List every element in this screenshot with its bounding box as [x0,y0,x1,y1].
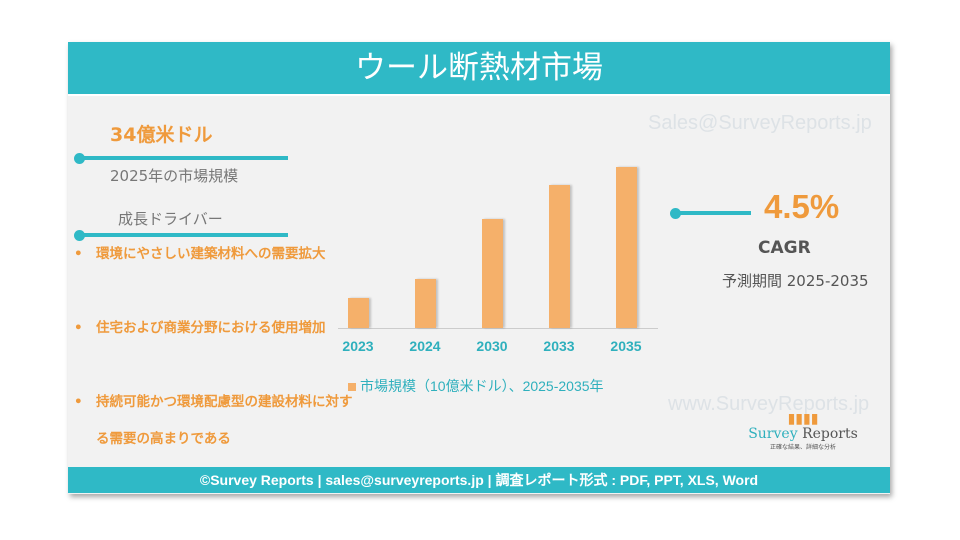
bar-logo-icon: ▮▮▮▮ [787,411,819,427]
watermark-url: www.SurveyReports.jp [668,393,870,415]
x-tick-label: 2023 [342,338,374,354]
divider-line [78,156,288,160]
forecast-period: 予測期間 2025-2035 [722,272,869,290]
market-size-label: 2025年の市場規模 [110,167,239,185]
chart-legend: 市場規模（10億米ドル）、2025-2035年 [348,376,604,396]
driver-item: • 環境にやさしい建築材料への需要拡大 [74,246,326,262]
cagr-label: CAGR [758,238,811,258]
bar-2024 [415,279,436,328]
bar-2030 [482,218,503,328]
bar-2035 [616,167,637,328]
cagr-value: 4.5% [764,188,840,225]
bar-2023 [348,297,369,328]
line-dot [670,208,681,219]
x-tick-label: 2033 [543,338,575,354]
page-title: ウール断熱材市場 [68,42,890,96]
survey-reports-logo: ▮▮▮▮ Survey Reports 正確な結果、詳細な分析 [748,411,858,451]
x-axis [338,328,658,329]
x-tick-label: 2024 [409,338,441,354]
market-size-value: 34億米ドル [110,124,213,146]
bar-2033 [549,185,570,328]
legend-swatch [348,383,356,391]
watermark-email: Sales@SurveyReports.jp [648,112,872,134]
footer: ©Survey Reports | sales@surveyreports.jp… [68,467,890,493]
divider-line [78,233,288,237]
driver-item: • 持続可能かつ環境配慮型の建設材料に対する需要の高まりである [74,394,353,447]
drivers-heading: 成長ドライバー [118,210,223,228]
divider-line [676,211,751,215]
bar-chart: 2023 2024 2030 2033 2035 [338,142,658,402]
driver-item: • 住宅および商業分野における使用増加 [74,320,326,336]
infographic-card: ウール断熱材市場 Sales@SurveyReports.jp www.Surv… [68,42,890,494]
x-tick-label: 2030 [476,338,508,354]
x-tick-label: 2035 [610,338,642,354]
